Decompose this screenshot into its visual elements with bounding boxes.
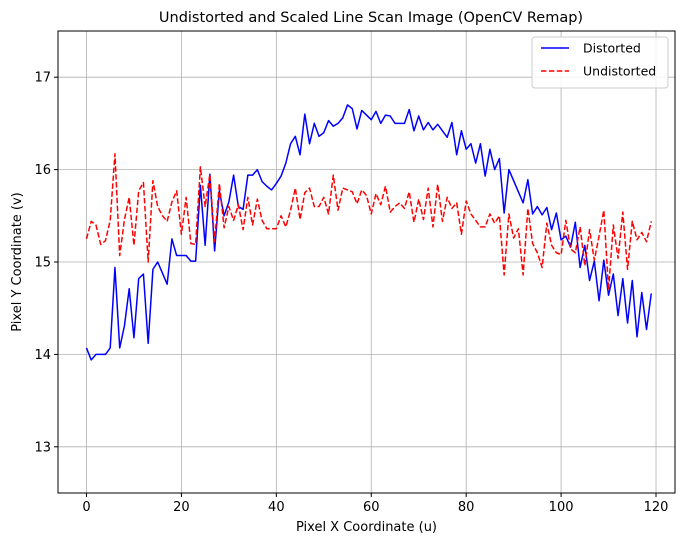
y-tick-label: 15 (34, 256, 51, 271)
legend-label-distorted: Distorted (583, 41, 641, 56)
x-tick-label: 120 (644, 500, 669, 515)
legend-box (531, 36, 669, 89)
x-axis-label: Pixel X Coordinate (u) (296, 520, 437, 535)
axis-ticks: 0 20 40 60 80 100 120 13 14 15 16 17 (34, 71, 668, 515)
x-tick-label: 40 (268, 500, 285, 515)
x-tick-label: 60 (363, 500, 380, 515)
series-line-undistorted (85, 153, 653, 291)
series-lines (85, 104, 653, 361)
x-tick-label: 80 (458, 500, 475, 515)
y-tick-label: 17 (34, 71, 51, 86)
y-tick-label: 13 (34, 440, 51, 455)
legend-label-undistorted: Undistorted (583, 64, 656, 79)
x-tick-label: 20 (173, 500, 190, 515)
x-tick-label: 0 (82, 500, 90, 515)
legend: Distorted Undistorted (531, 36, 669, 89)
x-tick-label: 100 (549, 500, 574, 515)
y-tick-label: 16 (34, 163, 51, 178)
y-tick-label: 14 (34, 348, 51, 363)
grid (58, 31, 675, 493)
y-axis-label: Pixel Y Coordinate (v) (10, 192, 25, 332)
chart-title: Undistorted and Scaled Line Scan Image (… (159, 10, 583, 26)
series-line-distorted (85, 104, 653, 361)
